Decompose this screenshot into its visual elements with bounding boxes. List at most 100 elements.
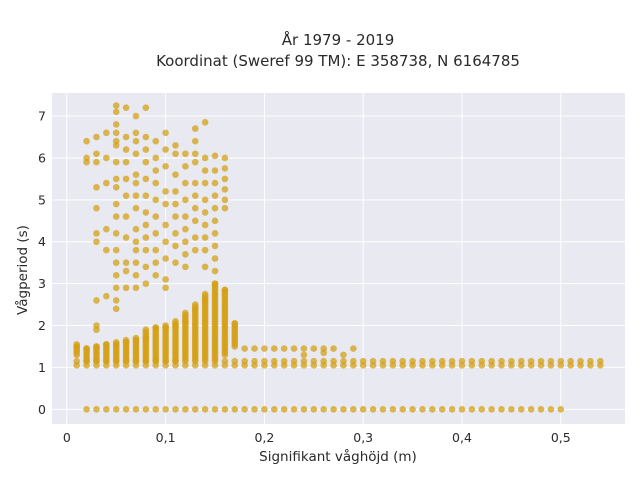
data-point — [340, 406, 347, 413]
data-point — [251, 357, 258, 365]
data-point — [320, 349, 327, 357]
data-point — [172, 259, 179, 266]
data-point — [508, 406, 515, 413]
data-point — [191, 234, 199, 241]
data-point — [290, 406, 298, 413]
data-point — [389, 406, 397, 413]
x-tick-label: 0 — [63, 430, 71, 445]
data-point — [132, 150, 140, 158]
data-point — [458, 406, 466, 413]
data-point — [122, 192, 130, 199]
data-point — [310, 406, 318, 413]
data-point — [112, 129, 120, 137]
data-point — [399, 406, 407, 413]
data-point — [152, 406, 160, 413]
data-point — [142, 158, 150, 166]
data-point — [162, 221, 169, 229]
data-point — [132, 259, 140, 266]
data-point — [280, 406, 288, 413]
x-axis-label: Signifikant våghöjd (m) — [259, 448, 417, 465]
data-point — [399, 357, 407, 365]
data-point — [211, 255, 219, 262]
data-point — [577, 357, 584, 365]
data-point — [379, 357, 387, 365]
data-point — [359, 357, 367, 365]
data-point — [547, 357, 555, 365]
data-point — [93, 297, 100, 304]
data-point — [182, 213, 189, 220]
data-point — [172, 188, 179, 195]
data-point — [468, 357, 476, 365]
data-point — [122, 267, 130, 275]
data-point — [448, 406, 456, 413]
y-tick-label: 7 — [38, 109, 46, 124]
data-point — [201, 196, 209, 204]
data-point — [300, 345, 308, 352]
data-point — [172, 150, 179, 158]
data-point — [93, 406, 100, 413]
data-point — [162, 129, 169, 137]
data-point — [567, 357, 574, 365]
data-point — [83, 137, 90, 145]
data-point — [300, 357, 308, 365]
data-point — [438, 357, 446, 365]
data-point — [350, 406, 357, 413]
data-point — [231, 406, 239, 413]
data-point — [488, 406, 495, 413]
data-point — [438, 406, 446, 413]
data-point — [132, 334, 140, 342]
data-point — [112, 102, 120, 109]
data-point — [112, 121, 120, 128]
data-point — [142, 221, 150, 229]
data-point — [527, 406, 535, 413]
data-point — [231, 320, 239, 327]
x-tick-label: 0,1 — [156, 430, 176, 445]
data-point — [142, 146, 150, 153]
data-point — [330, 345, 337, 352]
data-point — [103, 246, 110, 254]
data-point — [261, 357, 268, 365]
data-point — [142, 209, 150, 216]
data-point — [112, 200, 120, 208]
data-point — [112, 297, 120, 304]
data-point — [508, 357, 515, 365]
data-points — [73, 102, 604, 413]
data-point — [300, 406, 308, 413]
data-point — [152, 179, 160, 187]
data-point — [182, 309, 189, 317]
data-point — [172, 200, 179, 208]
data-point — [112, 305, 120, 313]
data-point — [103, 406, 110, 413]
data-point — [162, 238, 169, 246]
data-point — [211, 406, 219, 413]
data-point — [201, 119, 209, 126]
y-tick-label: 6 — [38, 150, 46, 165]
x-axis-ticks: 0 0,1 0,2 0,3 0,4 0,5 — [63, 430, 571, 445]
data-point — [221, 286, 229, 294]
x-tick-label: 0,4 — [452, 430, 472, 445]
data-point — [211, 204, 219, 212]
y-axis-ticks: 0 1 2 3 4 5 6 7 — [38, 109, 46, 417]
data-point — [498, 357, 505, 365]
data-point — [182, 225, 189, 233]
data-point — [132, 192, 140, 199]
data-point — [172, 318, 179, 325]
data-point — [369, 406, 377, 413]
data-point — [132, 171, 140, 178]
data-point — [330, 357, 337, 365]
data-point — [152, 137, 160, 145]
data-point — [211, 152, 219, 160]
data-point — [112, 158, 120, 166]
data-point — [241, 345, 248, 352]
data-point — [182, 263, 189, 271]
data-point — [498, 406, 505, 413]
y-tick-label: 3 — [38, 276, 46, 291]
data-point — [191, 150, 199, 158]
data-point — [191, 192, 199, 199]
data-point — [201, 221, 209, 229]
data-point — [172, 406, 179, 413]
data-point — [172, 242, 179, 250]
data-point — [191, 301, 199, 308]
data-point — [152, 246, 160, 254]
data-point — [162, 276, 169, 283]
